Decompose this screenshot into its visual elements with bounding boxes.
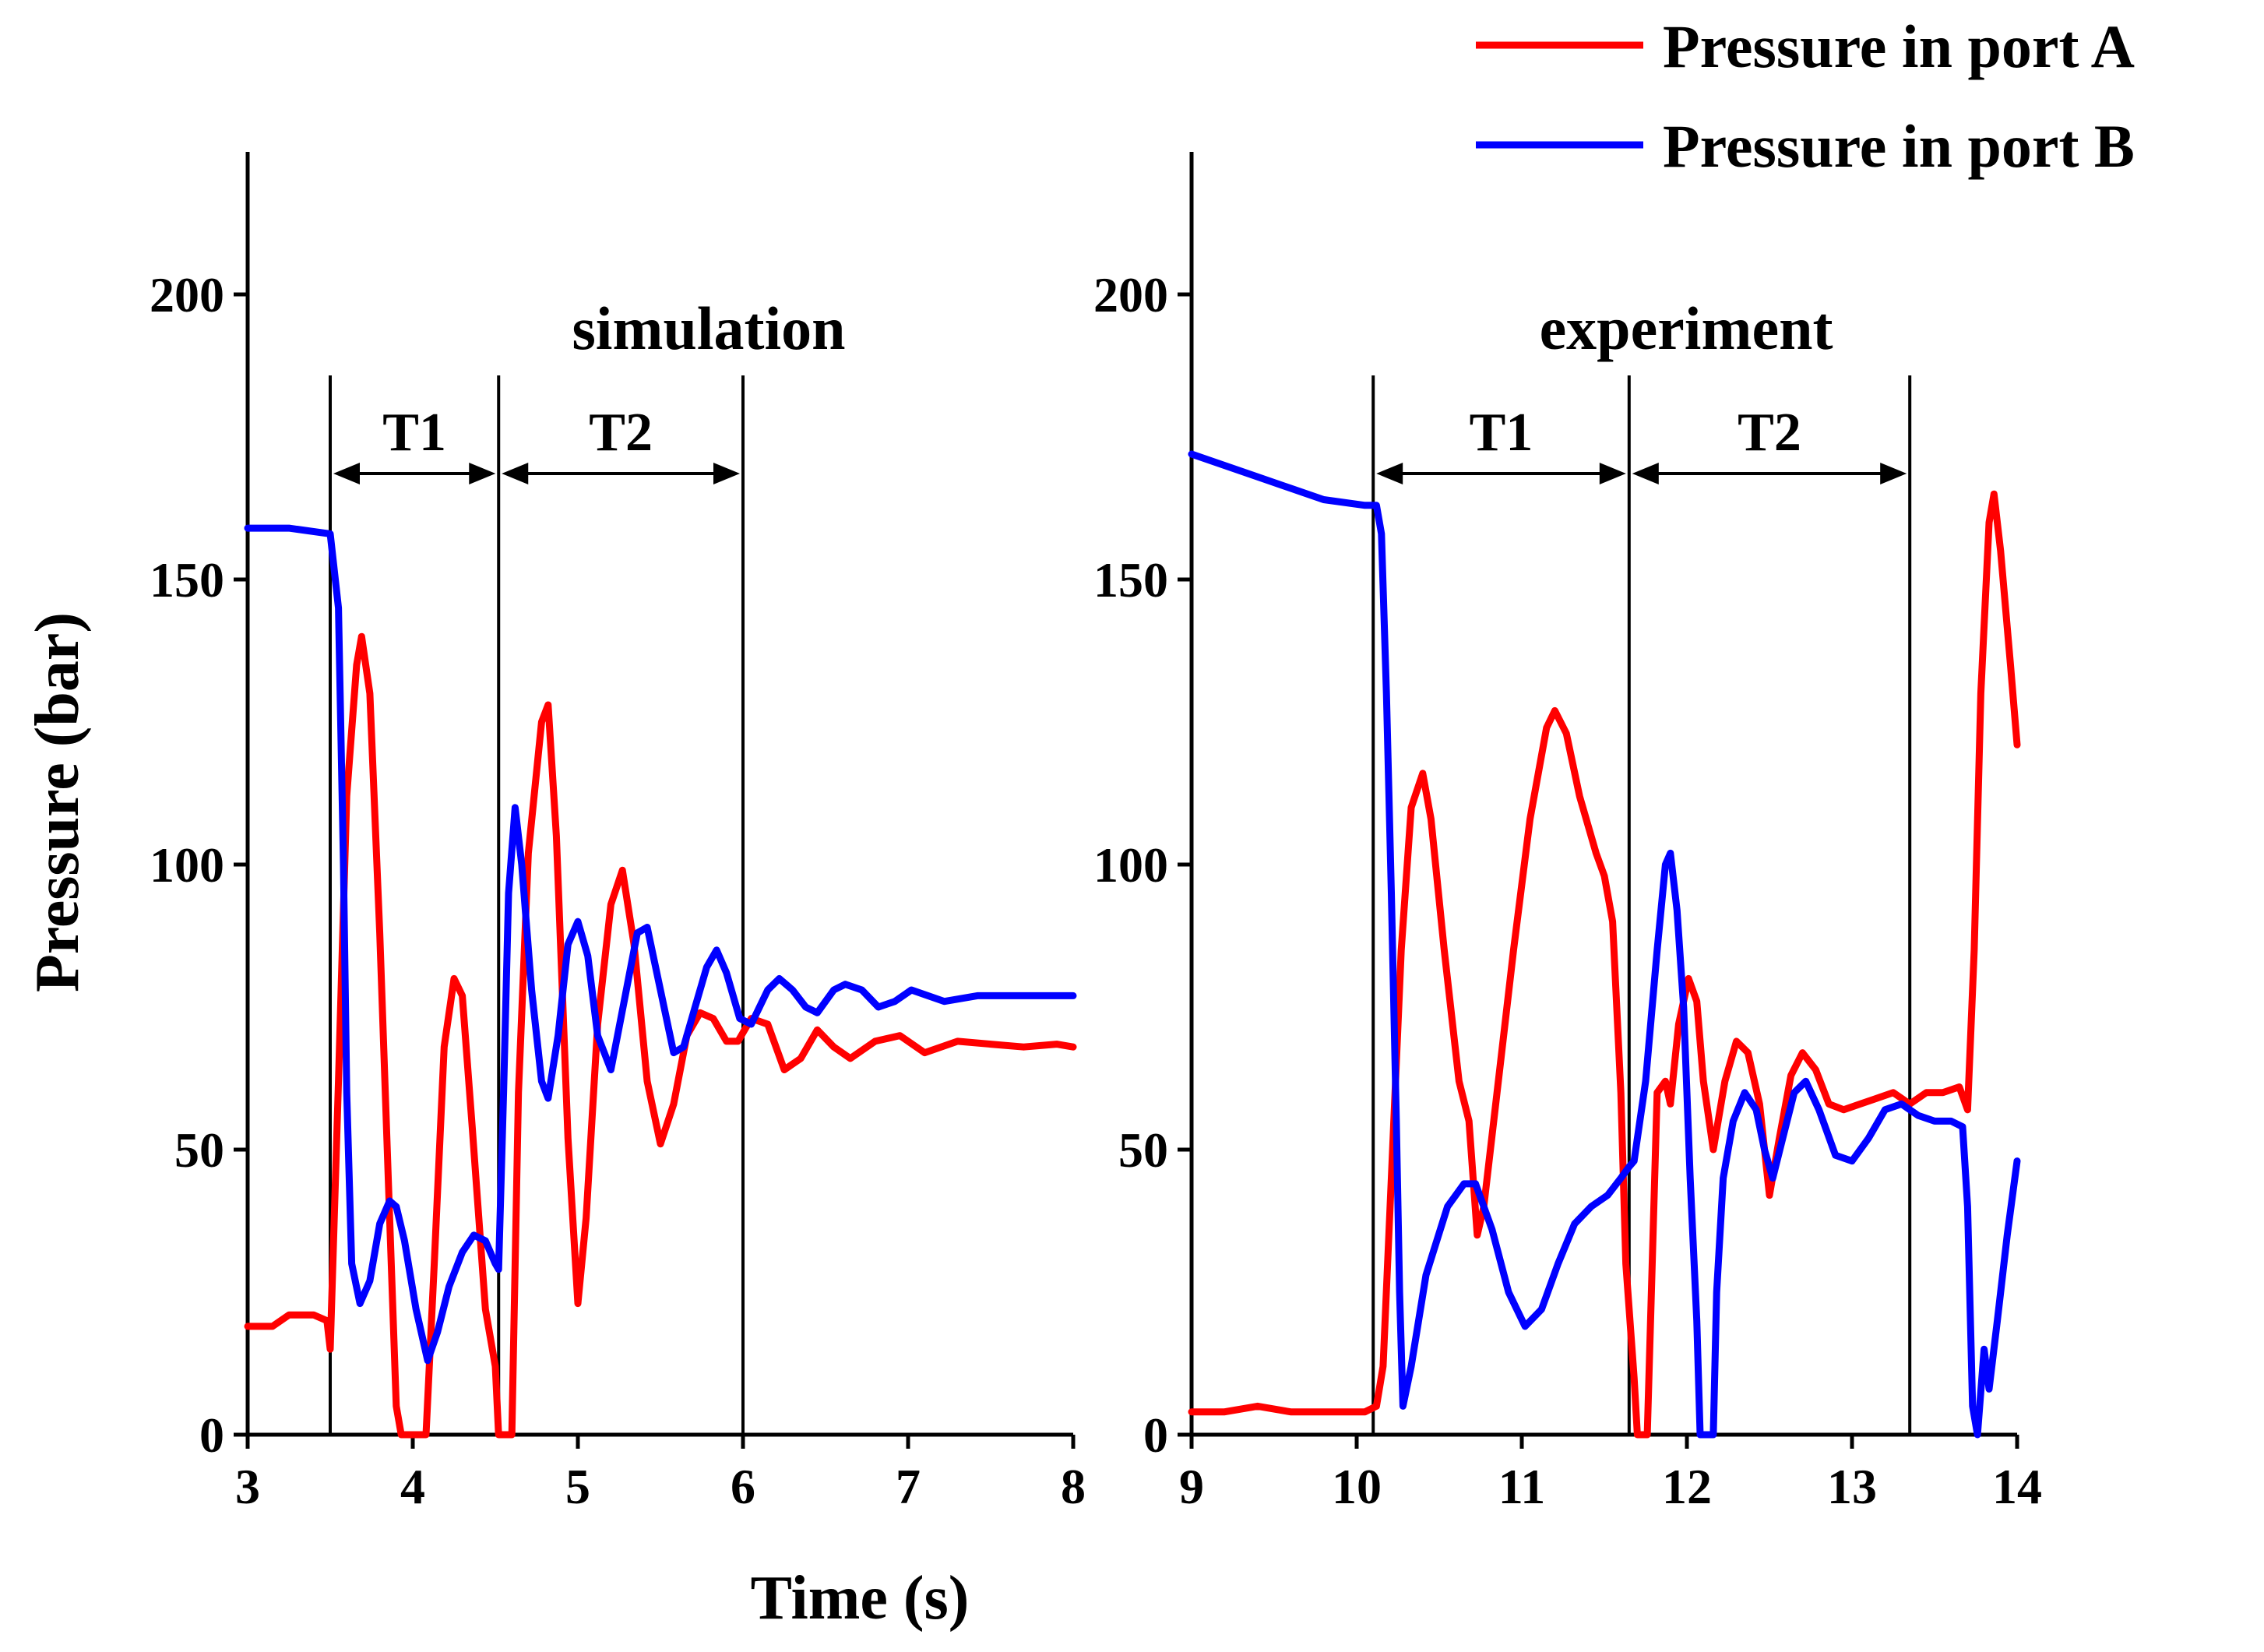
x-tick-label: 5 [565,1459,590,1514]
y-tick-label: 100 [150,837,224,893]
phase-arrow-head-right [713,463,740,484]
phase-label-t2: T2 [589,403,653,463]
y-tick-label: 100 [1093,837,1168,893]
y-axis-title: Pressure (bar) [23,612,92,992]
x-tick-label: 9 [1179,1459,1204,1514]
x-tick-label: 14 [1992,1459,2042,1514]
series-line-port-a [244,632,1077,1439]
y-tick-label: 0 [1143,1407,1168,1463]
phase-label-t2: T2 [1738,403,1801,463]
series-line-port-b [244,524,1077,1365]
y-tick-label: 50 [1118,1122,1168,1178]
phase-arrow-head-right [1880,463,1907,484]
phase-label-t1: T1 [382,403,446,463]
panel-experiment: 9 10 11 12 13 14 0 50 100 150 200 T1 T2 experiment [1093,152,2042,1514]
x-tick-label: 4 [400,1459,425,1514]
panel-label: experiment [1540,294,1833,362]
y-tick-label: 0 [199,1407,224,1463]
x-tick-label: 11 [1498,1459,1545,1514]
y-tick-label: 200 [1093,267,1168,322]
x-tick-label: 10 [1332,1459,1382,1514]
x-tick-label: 6 [731,1459,755,1514]
legend: Pressure in port A Pressure in port B [1476,12,2135,180]
phase-arrow-head-left [1376,463,1403,484]
phase-label-t1: T1 [1470,403,1533,463]
phase-arrow-head-right [1599,463,1626,484]
y-tick-label: 50 [174,1122,224,1178]
phase-arrow-head-left [333,463,360,484]
phase-arrow-head-left [1632,463,1659,484]
x-tick-label: 12 [1662,1459,1712,1514]
x-tick-label: 3 [235,1459,260,1514]
panel-label: simulation [572,294,845,362]
y-tick-label: 150 [150,552,224,608]
x-tick-label: 8 [1061,1459,1086,1514]
legend-label-port-a: Pressure in port A [1663,12,2135,80]
x-tick-label: 7 [896,1459,921,1514]
y-tick-label: 200 [150,267,224,322]
series-line-port-a [1188,490,2021,1439]
x-axis-title: Time (s) [751,1564,970,1633]
x-tick-label: 13 [1827,1459,1877,1514]
panel-simulation: 3 4 5 6 7 8 0 50 100 150 200 T1 T2 simulation [150,152,1086,1514]
phase-arrow-head-right [469,463,496,484]
y-tick-label: 150 [1093,552,1168,608]
phase-arrow-head-left [502,463,529,484]
series-line-port-b [1188,450,2021,1439]
legend-label-port-b: Pressure in port B [1663,112,2135,180]
